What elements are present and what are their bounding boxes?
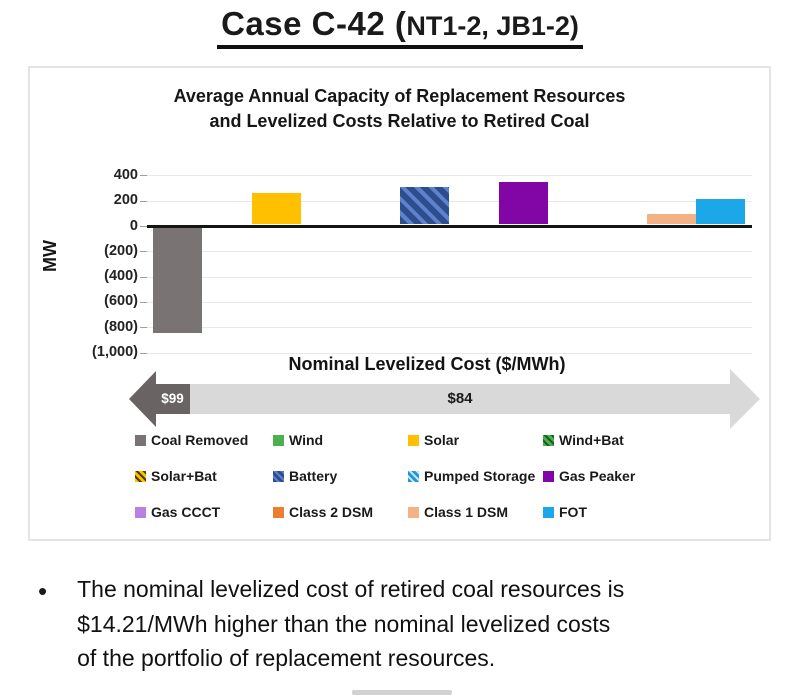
legend-item-coal-removed: Coal Removed (135, 432, 273, 448)
y-tick-mark (140, 276, 147, 278)
bar-fot (696, 199, 746, 225)
legend-item-solar: Solar (408, 432, 543, 448)
gridline (147, 352, 752, 354)
page-title-main: Case C-42 ( (221, 5, 407, 42)
legend-label: Solar (424, 432, 460, 448)
y-tick-mark (140, 200, 147, 202)
bullet-text: The nominal levelized cost of retired co… (77, 572, 624, 676)
legend-swatch-solar (408, 434, 419, 446)
bar-coal-removed (153, 227, 202, 333)
y-tick-label: 0 (129, 217, 138, 234)
chart-title: Average Annual Capacity of Replacement R… (30, 84, 769, 134)
y-tick-label: (800) (104, 318, 138, 335)
y-tick-mark (140, 352, 147, 354)
bar-battery (400, 187, 449, 225)
legend-swatch-gas-peaker (543, 470, 554, 482)
legend-label: FOT (559, 504, 587, 520)
y-tick-mark (140, 251, 147, 253)
legend-item-wind: Wind (273, 432, 408, 448)
gridline (147, 276, 752, 278)
legend-swatch-gas-ccct (135, 506, 146, 518)
x-axis-zero-line (147, 224, 752, 228)
legend-item-battery: Battery (273, 468, 408, 484)
bar-class-1-dsm (647, 214, 696, 225)
legend-label: Solar+Bat (151, 468, 217, 484)
gridline (147, 327, 752, 329)
y-tick-mark (140, 301, 147, 303)
legend-label: Gas CCCT (151, 504, 221, 520)
legend-label: Battery (289, 468, 338, 484)
bullet-marker-icon: • (38, 576, 48, 606)
chart-card: Average Annual Capacity of Replacement R… (28, 66, 771, 541)
gridline (147, 175, 752, 177)
partial-bottom-element (352, 690, 452, 695)
legend-item-pumped-storage: Pumped Storage (408, 468, 543, 484)
legend-swatch-solar-bat (135, 470, 146, 482)
legend-label: Class 1 DSM (424, 504, 509, 520)
bar-solar (251, 192, 301, 225)
legend-swatch-wind (273, 434, 284, 446)
y-tick-label: 200 (113, 192, 138, 209)
cost-arrow-left: $99 (155, 384, 190, 414)
cost-arrow-right: $84 (190, 384, 730, 414)
legend-swatch-coal-removed (135, 434, 146, 446)
y-tick-label: (600) (104, 293, 138, 310)
legend-label: Coal Removed (151, 432, 249, 448)
legend-swatch-battery (273, 470, 284, 482)
legend-label: Wind+Bat (559, 432, 624, 448)
plot-area: 400 200 0 (200) (400) (600) (800) (1,000) (30, 68, 769, 539)
legend-item-gas-ccct: Gas CCCT (135, 504, 273, 520)
y-tick-label: (1,000) (92, 344, 138, 360)
legend-item-fot: FOT (543, 504, 750, 520)
y-tick-label: (200) (104, 242, 138, 259)
legend-swatch-class-1-dsm (408, 506, 419, 518)
bar-gas-peaker (498, 182, 548, 225)
legend-label: Class 2 DSM (289, 504, 374, 520)
legend: Coal Removed Wind Solar Wind+Bat Solar+Bat Ba… (135, 432, 750, 520)
legend-swatch-pumped-storage (408, 470, 419, 482)
legend-label: Gas Peaker (559, 468, 636, 484)
cost-right-value: $84 (447, 390, 473, 407)
legend-swatch-fot (543, 506, 554, 518)
chart-title-line1: Average Annual Capacity of Replacement R… (173, 86, 626, 106)
legend-item-class-2-dsm: Class 2 DSM (273, 504, 408, 520)
bullet-line: of the portfolio of replacement resource… (77, 645, 496, 671)
y-tick-mark (140, 226, 147, 227)
bullet-line: The nominal levelized cost of retired co… (77, 576, 625, 602)
page-title: Case C-42 (NT1-2, JB1-2) (0, 5, 800, 49)
gridline (147, 301, 752, 303)
legend-item-gas-peaker: Gas Peaker (543, 468, 750, 484)
legend-swatch-class-2-dsm (273, 506, 284, 518)
y-tick-label: 400 (113, 166, 138, 183)
bullet-point: • The nominal levelized cost of retired … (38, 572, 758, 676)
y-tick-label: (400) (104, 268, 138, 285)
legend-item-wind-bat: Wind+Bat (543, 432, 750, 448)
page-title-underline: Case C-42 (NT1-2, JB1-2) (217, 5, 583, 49)
chart-title-line2: and Levelized Costs Relative to Retired … (209, 111, 590, 131)
gridline (147, 251, 752, 253)
gridline (147, 200, 752, 202)
legend-item-class-1-dsm: Class 1 DSM (408, 504, 543, 520)
page-title-sub: NT1-2, JB1-2) (406, 11, 579, 41)
y-tick-mark (140, 327, 147, 329)
legend-item-solar-bat: Solar+Bat (135, 468, 273, 484)
cost-left-value: $99 (161, 391, 184, 406)
right-arrowhead-icon (730, 369, 760, 429)
bullet-line: $14.21/MWh higher than the nominal level… (77, 610, 611, 637)
left-arrowhead-icon (129, 371, 156, 427)
y-tick-mark (140, 175, 147, 177)
legend-label: Wind (289, 432, 324, 448)
cost-arrow-label: Nominal Levelized Cost ($/MWh) (288, 354, 566, 374)
legend-label: Pumped Storage (424, 468, 536, 484)
legend-swatch-wind-bat (543, 434, 554, 446)
